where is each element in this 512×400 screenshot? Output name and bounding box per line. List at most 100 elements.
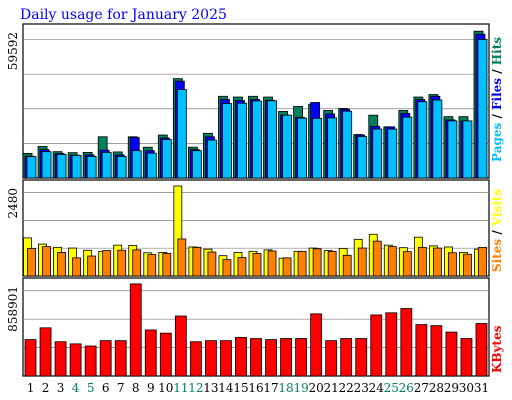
kbytes-bar (24, 339, 37, 377)
pages-bar (56, 154, 67, 179)
sites-bar (237, 257, 247, 277)
day-label: 24 (369, 381, 385, 395)
day-axis: 1 2 3 4 5 6 7 8 9 10 11 12 13 14 15 16 17 18 19 20 21 22 23 24 2… (27, 381, 489, 395)
day-label: 19 (293, 381, 308, 395)
legend-item: / (490, 110, 504, 123)
kbytes-bar (129, 283, 142, 377)
pages-bar (237, 102, 247, 179)
sites-bar (147, 254, 157, 277)
sites-bar (177, 238, 187, 277)
pages-bar (312, 117, 323, 179)
pages-bar (101, 152, 112, 179)
sites-bar (327, 250, 337, 277)
kbytes-bar (69, 343, 82, 377)
kbytes-bar (340, 338, 353, 377)
day-label: 16 (248, 381, 263, 395)
day-label: 25 (384, 381, 399, 395)
day-label: 20 (308, 381, 323, 395)
day-label: 15 (233, 381, 248, 395)
kbytes-bar (475, 323, 488, 377)
sites-bar (342, 254, 352, 277)
kbytes-bar (400, 308, 413, 377)
kbytes-bar (445, 331, 458, 377)
day-label: 28 (429, 381, 444, 395)
kbytes-panel: 858901 KBytes (6, 277, 504, 377)
kbytes-bar (370, 314, 383, 377)
kbytes-bar (114, 340, 127, 377)
day-label: 7 (117, 381, 125, 395)
pages-bar (207, 139, 217, 179)
pages-bar (131, 150, 142, 179)
pages-bar (161, 139, 172, 179)
sites-bar (417, 246, 427, 277)
sites-bar (282, 257, 292, 277)
kbytes-bar (84, 345, 97, 377)
sites-bar (297, 250, 307, 277)
visits-sites-panel: 2480 Sites / Visits (6, 179, 504, 277)
sites-bar (252, 253, 262, 277)
sites-bar (448, 252, 457, 277)
sites-bar (132, 249, 142, 277)
sites-bar (102, 250, 112, 277)
ymax-label: 858901 (6, 286, 20, 332)
pages-bar (252, 100, 262, 179)
sites-bar (87, 255, 97, 277)
pages-bar (222, 103, 232, 179)
pages-bar (176, 89, 187, 179)
legend: Sites / Visits (490, 189, 504, 272)
sites-bar (312, 248, 322, 277)
kbytes-bar (415, 324, 428, 377)
kbytes-bar (325, 340, 338, 377)
pages-bar (282, 114, 292, 179)
pages-bar (116, 155, 127, 179)
day-label: 10 (158, 381, 173, 395)
pages-bar (26, 156, 37, 179)
day-label: 6 (102, 381, 110, 395)
day-label: 23 (354, 381, 369, 395)
legend-item: / (490, 65, 504, 78)
sites-bar (463, 253, 472, 277)
day-label: 2 (42, 381, 50, 395)
sites-bar (207, 251, 217, 277)
day-label: 29 (444, 381, 459, 395)
kbytes-bar (189, 341, 202, 377)
sites-bar (402, 251, 412, 277)
pages-bar (387, 128, 398, 179)
chart-title: Daily usage for January 2025 (20, 7, 227, 23)
pages-bar (191, 150, 202, 179)
day-label: 3 (57, 381, 65, 395)
pages-bar (71, 154, 82, 179)
kbytes-bar (460, 338, 473, 377)
legend-item: Files (490, 78, 504, 110)
sites-bar (372, 240, 382, 277)
day-label: 5 (87, 381, 95, 395)
hits-files-pages-panel: 59592 Pages / Files / Hits (6, 23, 504, 179)
sites-bar (387, 246, 397, 277)
day-label: 31 (474, 381, 489, 395)
legend-item: Pages (490, 122, 504, 162)
kbytes-bar (265, 339, 277, 377)
pages-bar (447, 120, 458, 179)
day-label: 14 (218, 381, 234, 395)
sites-bar (267, 250, 277, 277)
legend-item: Visits (490, 189, 504, 228)
kbytes-bar (39, 327, 52, 377)
day-label: 12 (188, 381, 203, 395)
day-label: 21 (324, 381, 339, 395)
sites-bar (357, 247, 367, 277)
day-label: 9 (147, 381, 155, 395)
sites-bar (57, 252, 66, 277)
pages-bar (297, 117, 307, 179)
kbytes-bar (310, 313, 323, 377)
ymax-label: 2480 (6, 188, 20, 219)
legend: KBytes (490, 325, 504, 373)
sites-bar (222, 259, 232, 277)
kbytes-bar (250, 338, 262, 377)
pages-bar (462, 120, 473, 179)
kbytes-bar (295, 338, 307, 377)
pages-bar (372, 128, 383, 179)
day-label: 11 (173, 381, 188, 395)
kbytes-bar (220, 340, 232, 377)
sites-bar (72, 257, 82, 277)
